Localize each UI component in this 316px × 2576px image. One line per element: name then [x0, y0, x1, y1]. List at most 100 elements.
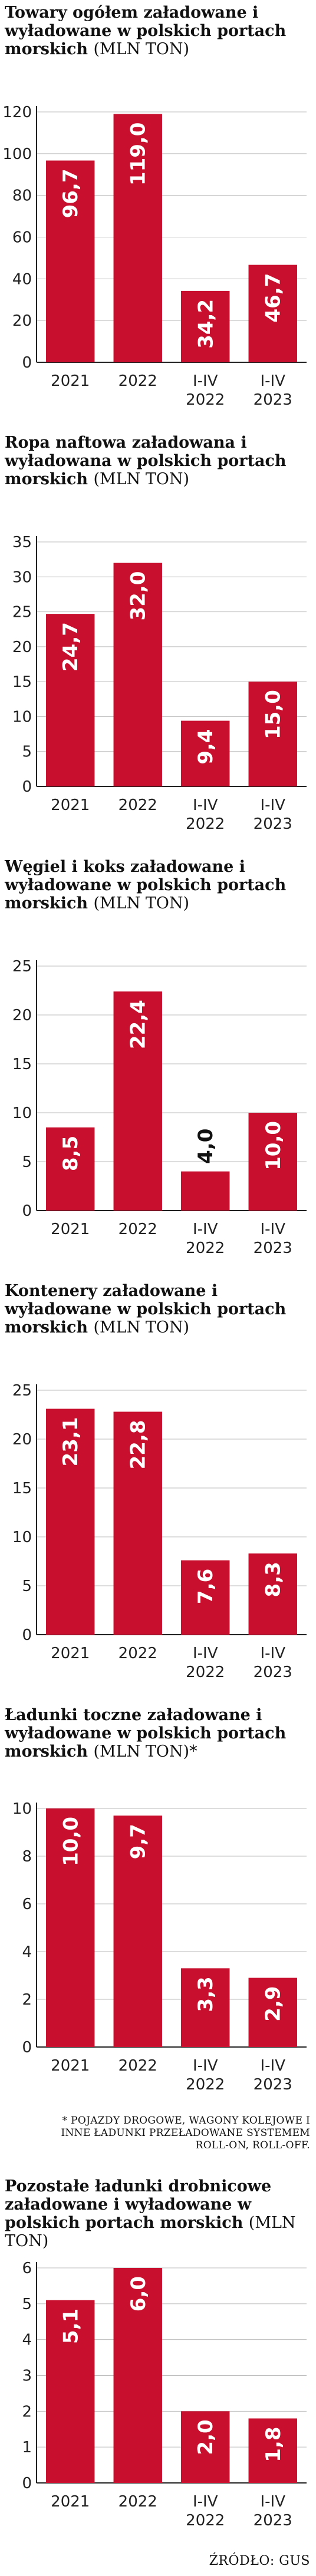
bar [248, 2418, 297, 2483]
bar [113, 1411, 162, 1635]
x-tick-label: I-IV [260, 1645, 285, 1662]
data-label: 7,6 [194, 1569, 218, 1604]
x-tick-label: 2021 [51, 1221, 90, 1238]
bar [46, 614, 95, 786]
y-tick-label: 4 [22, 1943, 32, 1961]
x-tick-label: I-IV [193, 2493, 218, 2511]
bar-chart-5: 024681010,020219,720223,3I-IV20222,9I-IV… [12, 1800, 307, 2094]
bar-chart-6: 01234565,120216,020222,0I-IV20221,8I-IV2… [22, 2260, 307, 2529]
chart-panel-2: Ropa naftowa załadowana i wyładowana w p… [0, 430, 316, 854]
chart-title-text: Ładunki toczne załadowane i wyładowane w… [5, 1706, 287, 1761]
data-label: 96,7 [59, 169, 83, 219]
y-tick-label: 120 [2, 104, 32, 121]
y-tick-label: 5 [22, 743, 32, 761]
data-label: 23,1 [59, 1417, 83, 1467]
chart-title-text: Ropa naftowa załadowana i wyładowana w p… [5, 434, 287, 488]
chart-title-2: Ropa naftowa załadowana i wyładowana w p… [5, 434, 311, 488]
y-tick-label: 30 [12, 568, 32, 586]
data-label: 4,0 [194, 1129, 218, 1164]
y-tick-label: 1 [22, 2439, 32, 2456]
chart-title-3: Węgiel i koks załadowane i wyładowane w … [5, 858, 311, 912]
data-label: 6,0 [127, 2276, 150, 2312]
chart-title-6: Pozostałe ładunki drobnicowe załadowane … [5, 2177, 311, 2250]
bar [181, 720, 230, 786]
y-tick-label: 15 [12, 1056, 32, 1073]
x-tick-label: I-IV [260, 796, 285, 814]
y-tick-label: 10 [12, 1800, 32, 1818]
x-tick-label: I-IV [260, 1221, 285, 1238]
x-tick-label: 2021 [51, 2057, 90, 2075]
y-tick-label: 2 [22, 1991, 32, 2009]
x-tick-label: I-IV [260, 372, 285, 390]
x-tick-label: 2022 [119, 372, 157, 390]
y-tick-label: 0 [22, 1202, 32, 1220]
chart-unit: (MLN TON) [93, 894, 190, 912]
y-tick-label: 8 [22, 1848, 32, 1866]
bar-chart-2: 0510152025303524,7202132,020229,4I-IV202… [12, 534, 307, 833]
y-tick-label: 4 [22, 2332, 32, 2349]
y-tick-label: 6 [22, 2260, 32, 2277]
bar [248, 682, 297, 786]
y-tick-label: 0 [22, 778, 32, 796]
data-label: 5,1 [59, 2309, 83, 2344]
x-tick-label: 2023 [254, 2076, 292, 2094]
data-label: 34,2 [194, 299, 218, 349]
data-label: 22,8 [127, 1420, 150, 1470]
y-tick-label: 15 [12, 1480, 32, 1497]
y-tick-label: 40 [12, 270, 32, 288]
bar [248, 264, 297, 362]
y-tick-label: 6 [22, 1896, 32, 1913]
bar-chart-4: 0 5 10 15 20 25 23,1 2021 22,8 2022 7,6 I-IV 2022 8,3… [12, 1382, 307, 1681]
x-tick-label: 2022 [186, 2076, 225, 2094]
y-tick-label: 5 [22, 1578, 32, 1595]
y-tick-label: 5 [22, 1153, 32, 1171]
y-tick-label: 0 [22, 1626, 32, 1644]
data-label: 46,7 [262, 273, 285, 323]
bar [113, 2268, 162, 2483]
bar-chart-3: 05101520258,5202122,420224,0I-IV202210,0… [12, 958, 307, 1257]
bar-chart-1: 0 20 40 60 80 100 120 96,7 2021 119,0 2022 34,2 I-IV… [2, 104, 307, 409]
chart-title-text: Pozostałe ładunki drobnicowe załadowane … [5, 2177, 272, 2232]
y-tick-label: 25 [12, 958, 32, 975]
y-tick-label: 0 [22, 2475, 32, 2492]
x-tick-label: I-IV [260, 2057, 285, 2075]
chart-unit: (MLN TON) [93, 470, 190, 488]
x-tick-label: 2022 [186, 2512, 225, 2529]
data-label: 10,0 [59, 1817, 83, 1866]
x-tick-label: 2022 [119, 1645, 157, 1662]
x-tick-label: I-IV [193, 796, 218, 814]
chart-panel-5: Ładunki toczne załadowane i wyładowane w… [0, 1702, 316, 2174]
x-tick-label: I-IV [193, 2057, 218, 2075]
bar [46, 1408, 95, 1635]
y-tick-label: 10 [12, 708, 32, 726]
y-tick-label: 20 [12, 1007, 32, 1024]
bar [113, 114, 162, 362]
y-tick-label: 3 [22, 2367, 32, 2385]
data-label: 15,0 [262, 690, 285, 739]
x-tick-label: I-IV [193, 372, 218, 390]
bar [181, 1968, 230, 2047]
y-tick-label: 0 [22, 2039, 32, 2056]
data-label: 32,0 [127, 571, 150, 621]
chart-unit: (MLN TON) [5, 2214, 296, 2250]
y-tick-label: 25 [12, 1382, 32, 1400]
data-label: 24,7 [59, 622, 83, 672]
x-tick-label: 2022 [186, 815, 225, 833]
bar [46, 2300, 95, 2483]
bar [181, 1560, 230, 1635]
data-label: 9,7 [127, 1824, 150, 1859]
x-tick-label: 2023 [254, 391, 292, 409]
chart-panel-6: Pozostałe ładunki drobnicowe załadowane … [0, 2174, 316, 2576]
y-tick-label: 35 [12, 534, 32, 551]
x-tick-label: 2022 [186, 391, 225, 409]
source-credit: ŹRÓDŁO: GUS [209, 2554, 310, 2568]
x-tick-label: 2021 [51, 796, 90, 814]
y-tick-label: 0 [22, 354, 32, 372]
data-label: 8,3 [262, 1562, 285, 1597]
data-label: 8,5 [59, 1136, 83, 1171]
x-tick-label: I-IV [260, 2493, 285, 2511]
bar [181, 290, 230, 362]
chart-panel-4: Kontenery załadowane i wyładowane w pols… [0, 1278, 316, 1702]
y-tick-label: 20 [12, 639, 32, 656]
x-tick-label: 2021 [51, 2493, 90, 2511]
